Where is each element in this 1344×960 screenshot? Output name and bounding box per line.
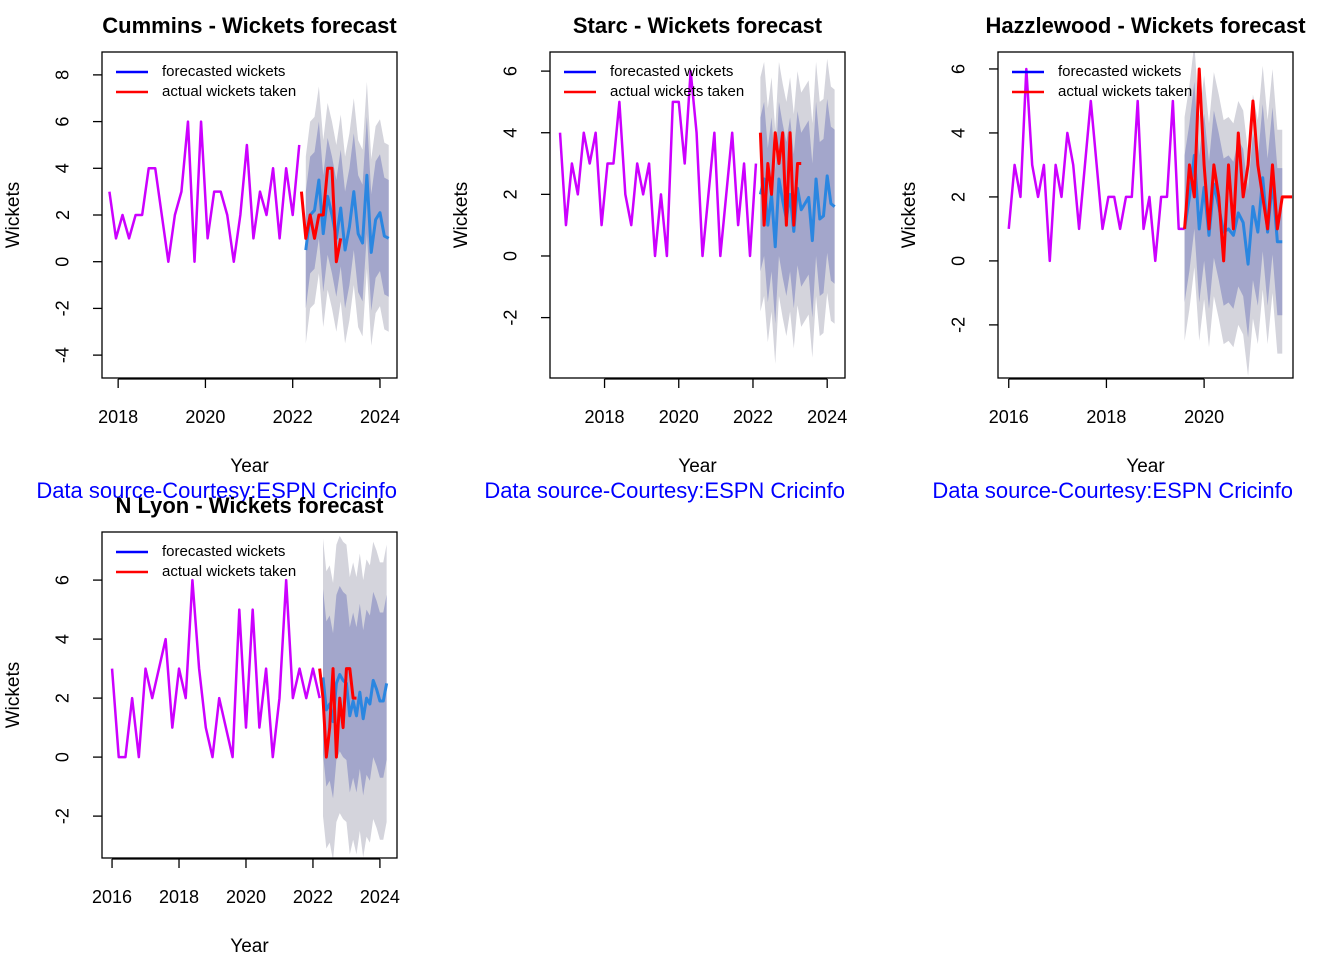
series-line [318, 667, 357, 759]
legend-label: forecasted wickets [610, 63, 733, 80]
chart-title: N Lyon - Wickets forecast [116, 493, 385, 518]
y-tick-label: 0 [949, 256, 969, 266]
series-line [299, 166, 343, 264]
plot-area [110, 535, 389, 858]
x-tick-label: 2018 [159, 887, 199, 907]
y-tick-label: 6 [53, 575, 73, 585]
y-tick-label: -2 [501, 310, 521, 326]
chart-panel: 2016 2018 2020 -2 0 2 4 6 Hazzlewood - Wickets f… [899, 13, 1306, 503]
chart-panel: 2018 2020 2022 2024 -4 -2 0 2 4 6 8 Cummins - Wicke… [3, 13, 400, 503]
x-tick-label: 2020 [226, 887, 266, 907]
y-tick-label: 6 [949, 64, 969, 74]
x-tick-label: 2018 [98, 407, 138, 427]
x-tick-label: 2024 [360, 887, 400, 907]
y-tick-label: 0 [53, 752, 73, 762]
chart-title: Cummins - Wickets forecast [102, 13, 397, 38]
x-tick-label: 2020 [1184, 407, 1224, 427]
y-tick-label: 8 [53, 70, 73, 80]
x-tick-label: 2016 [92, 887, 132, 907]
x-axis-label: Year [230, 936, 269, 957]
interval-band [305, 116, 389, 311]
y-tick-label: 4 [501, 128, 521, 138]
y-tick-label: -4 [53, 347, 73, 363]
y-axis-label: Wickets [451, 182, 472, 249]
history-line [1007, 67, 1185, 263]
y-tick-label: 4 [53, 634, 73, 644]
x-tick-label: 2018 [585, 407, 625, 427]
legend-label: forecasted wickets [1058, 63, 1181, 80]
legend-label: actual wickets taken [1058, 83, 1192, 100]
plot-area [558, 58, 836, 364]
history-line [558, 69, 758, 258]
plot-frame [549, 51, 846, 379]
x-tick-label: 2020 [185, 407, 225, 427]
series-line [1183, 67, 1293, 263]
y-tick-label: -2 [53, 808, 73, 824]
y-tick-label: 2 [501, 189, 521, 199]
legend-label: forecasted wickets [162, 63, 285, 80]
chart-title: Starc - Wickets forecast [573, 13, 823, 38]
y-tick-label: -2 [53, 300, 73, 316]
x-tick-label: 2022 [273, 407, 313, 427]
legend-label: forecasted wickets [162, 543, 285, 560]
x-tick-label: 2018 [1086, 407, 1126, 427]
source-note: Data source-Courtesy:ESPN Cricinfo [932, 478, 1293, 503]
x-tick-label: 2016 [989, 407, 1029, 427]
legend-label: actual wickets taken [162, 563, 296, 580]
y-tick-label: 0 [501, 251, 521, 261]
y-axis-label: Wickets [3, 662, 24, 729]
y-tick-label: 2 [949, 192, 969, 202]
interval-band [322, 585, 387, 799]
chart-panel: 2018 2020 2022 2024 -2 0 2 4 6 Starc - Wickets fo… [451, 13, 847, 503]
y-tick-label: 6 [501, 66, 521, 76]
x-tick-label: 2022 [733, 407, 773, 427]
chart-title: Hazzlewood - Wickets forecast [985, 13, 1306, 38]
x-axis-label: Year [678, 456, 717, 477]
y-tick-label: 2 [53, 693, 73, 703]
y-tick-label: 4 [53, 163, 73, 173]
legend-label: actual wickets taken [162, 83, 296, 100]
series-line [758, 131, 802, 227]
x-tick-label: 2022 [293, 887, 333, 907]
x-axis-label: Year [230, 456, 269, 477]
history-line [110, 578, 321, 759]
y-tick-label: 0 [53, 257, 73, 267]
series-line [304, 173, 390, 254]
plot-area [1007, 52, 1293, 377]
y-tick-label: 6 [53, 117, 73, 127]
y-tick-label: 4 [949, 128, 969, 138]
legend-label: actual wickets taken [610, 83, 744, 100]
x-tick-label: 2024 [360, 407, 400, 427]
plot-frame [997, 51, 1294, 379]
x-tick-label: 2020 [659, 407, 699, 427]
y-tick-label: 2 [53, 210, 73, 220]
plot-area [108, 81, 390, 346]
plot-frame [101, 531, 398, 859]
y-axis-label: Wickets [899, 182, 920, 249]
y-tick-label: -2 [949, 317, 969, 333]
history-line [108, 120, 301, 263]
source-note: Data source-Courtesy:ESPN Cricinfo [484, 478, 845, 503]
y-axis-label: Wickets [3, 182, 24, 249]
x-axis-label: Year [1126, 456, 1165, 477]
chart-panel: 2016 2018 2020 2022 2024 -2 0 2 4 6 N Lyon - Wicke… [3, 493, 400, 957]
x-tick-label: 2024 [807, 407, 847, 427]
source-note: Data source-Courtesy:ESPN Cricinfo [36, 478, 397, 503]
